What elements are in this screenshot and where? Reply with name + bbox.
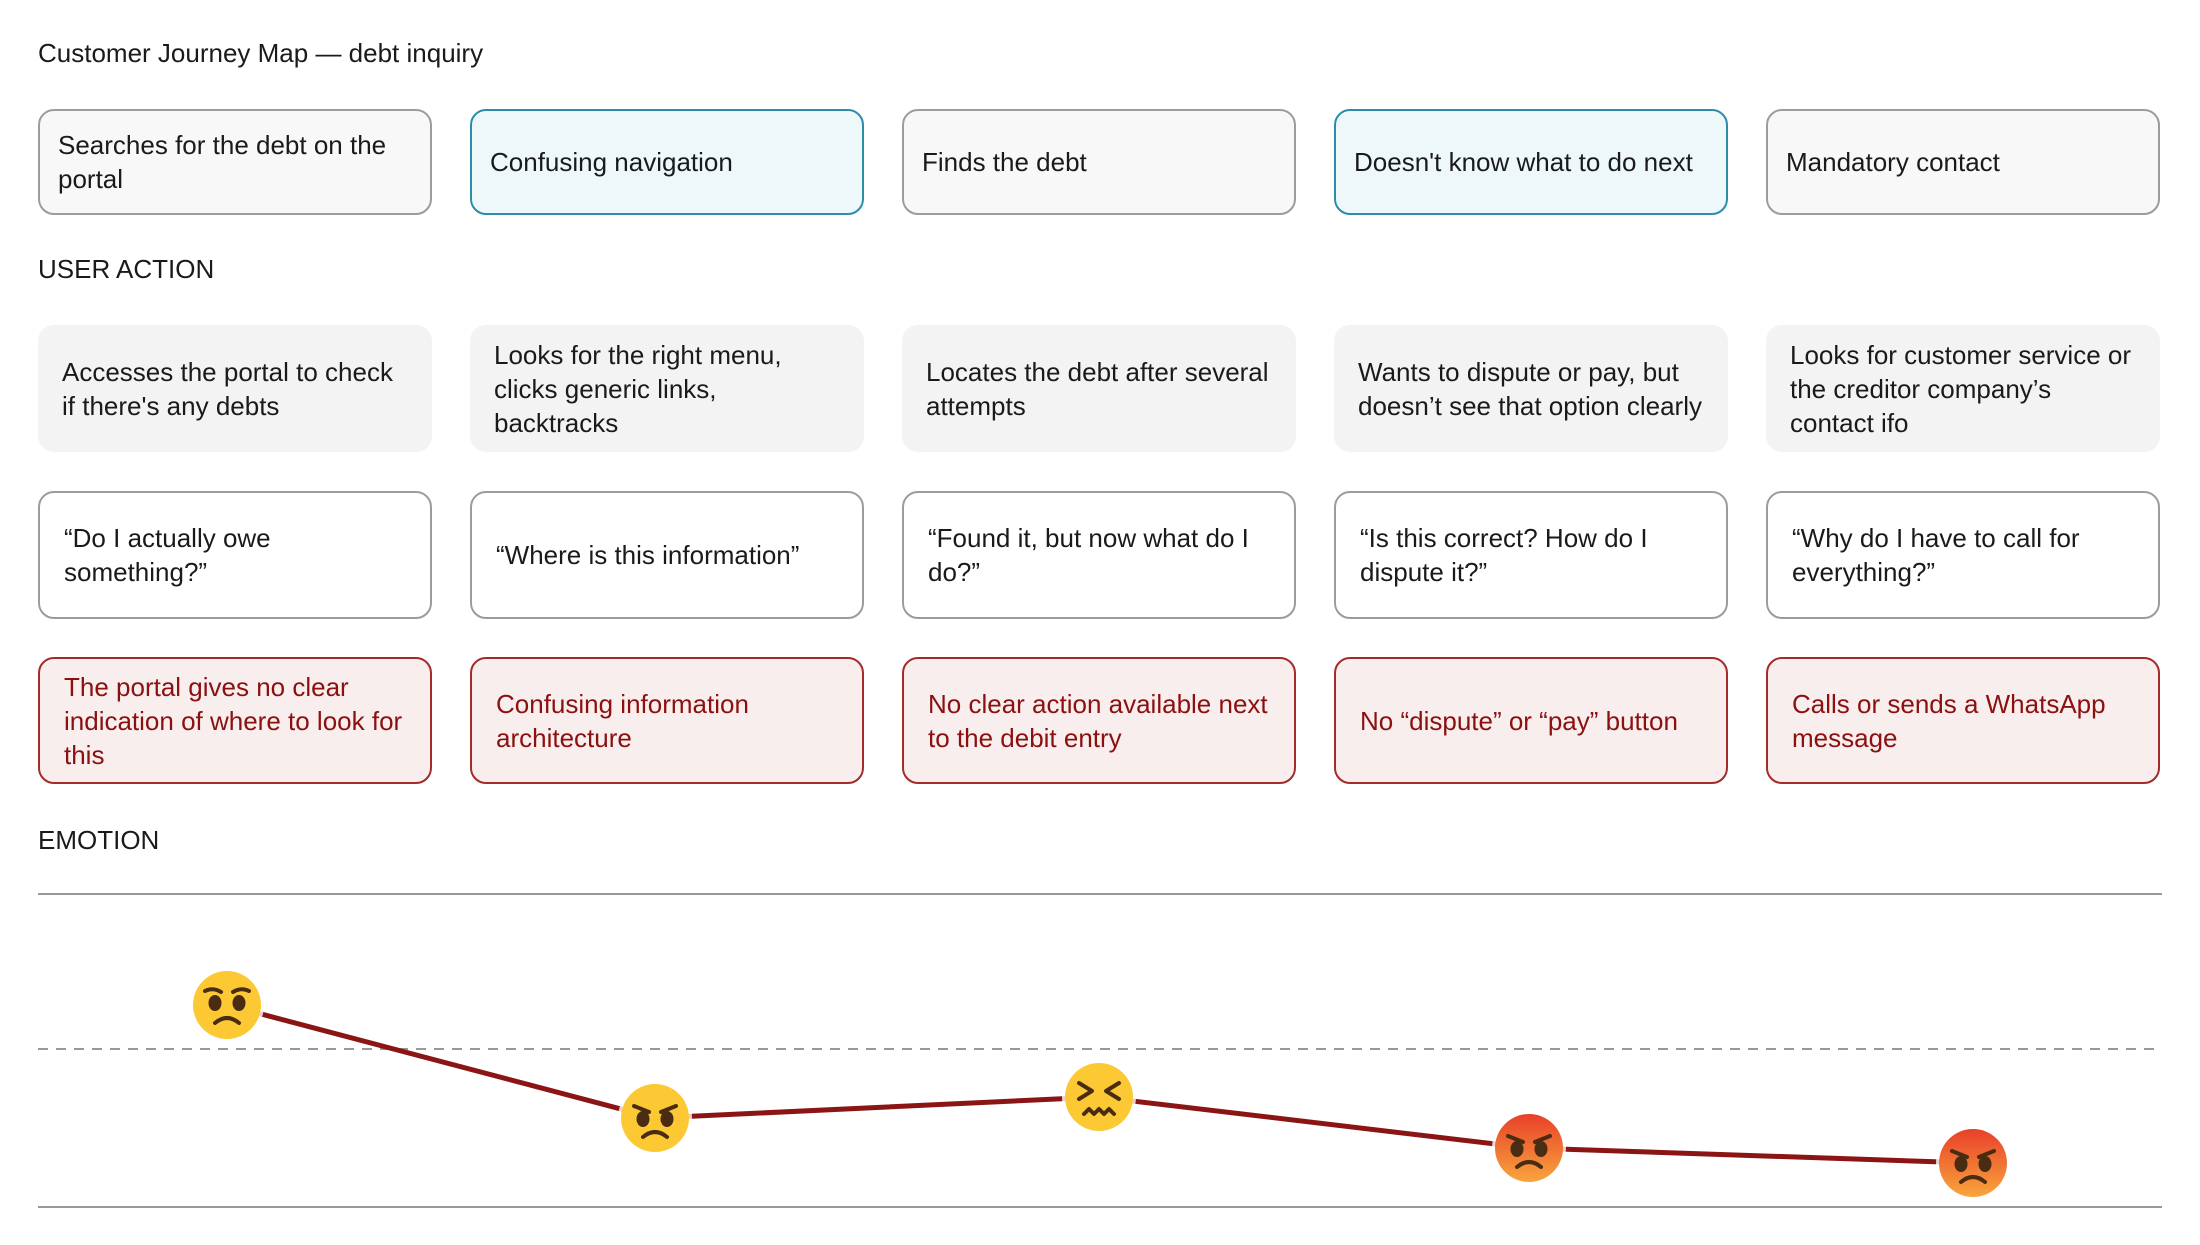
section-label: USER ACTION bbox=[38, 254, 215, 284]
face-worried bbox=[190, 968, 264, 1042]
card: “Found it, but now what do I do?” bbox=[902, 491, 1296, 619]
card: “Is this correct? How do I dispute it?” bbox=[1334, 491, 1728, 619]
card: Looks for customer service or the credit… bbox=[1766, 325, 2160, 452]
card: Doesn't know what to do next bbox=[1334, 109, 1728, 215]
card: “Where is this information” bbox=[470, 491, 864, 619]
card: Accesses the portal to check if there's … bbox=[38, 325, 432, 452]
face-furious bbox=[1492, 1111, 1566, 1185]
face-confounded bbox=[1062, 1060, 1136, 1134]
card: Mandatory contact bbox=[1766, 109, 2160, 215]
card: The portal gives no clear indication of … bbox=[38, 657, 432, 784]
card: Confusing navigation bbox=[470, 109, 864, 215]
face-angry bbox=[618, 1081, 692, 1155]
card: Calls or sends a WhatsApp message bbox=[1766, 657, 2160, 784]
section-label: EMOTION bbox=[38, 825, 160, 855]
card: “Why do I have to call for everything?” bbox=[1766, 491, 2160, 619]
card: Confusing information architecture bbox=[470, 657, 864, 784]
card: Searches for the debt on the portal bbox=[38, 109, 432, 215]
card: Finds the debt bbox=[902, 109, 1296, 215]
card: No “dispute” or “pay” button bbox=[1334, 657, 1728, 784]
face-furious bbox=[1936, 1126, 2010, 1200]
card: No clear action available next to the de… bbox=[902, 657, 1296, 784]
card: Wants to dispute or pay, but doesn’t see… bbox=[1334, 325, 1728, 452]
card: “Do I actually owe something?” bbox=[38, 491, 432, 619]
card: Looks for the right menu, clicks generic… bbox=[470, 325, 864, 452]
card: Locates the debt after several attempts bbox=[902, 325, 1296, 452]
title: Customer Journey Map — debt inquiry bbox=[38, 38, 484, 68]
